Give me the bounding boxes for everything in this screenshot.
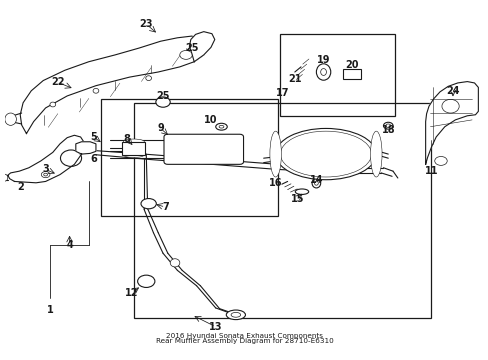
Text: 14: 14	[309, 175, 323, 185]
Text: 9: 9	[157, 123, 163, 134]
Ellipse shape	[156, 97, 170, 107]
Ellipse shape	[314, 181, 318, 185]
Ellipse shape	[145, 76, 151, 81]
Ellipse shape	[140, 277, 152, 285]
Ellipse shape	[226, 310, 245, 320]
Text: Rear Muffler Assembly Diagram for 28710-E6310: Rear Muffler Assembly Diagram for 28710-…	[155, 338, 333, 345]
Text: 1: 1	[47, 305, 54, 315]
Polygon shape	[425, 82, 477, 164]
Text: 2016 Hyundai Sonata Exhaust Components: 2016 Hyundai Sonata Exhaust Components	[165, 333, 323, 339]
Ellipse shape	[199, 41, 208, 49]
Text: 10: 10	[204, 115, 217, 125]
Text: 25: 25	[156, 91, 169, 101]
Text: 5: 5	[90, 132, 97, 142]
Text: 23: 23	[139, 19, 153, 29]
Polygon shape	[76, 142, 96, 154]
Ellipse shape	[316, 64, 330, 80]
Ellipse shape	[143, 200, 153, 207]
Ellipse shape	[385, 124, 390, 127]
Ellipse shape	[64, 153, 78, 164]
Ellipse shape	[269, 131, 281, 177]
Text: 2: 2	[17, 181, 24, 192]
Ellipse shape	[434, 157, 447, 165]
Ellipse shape	[82, 145, 89, 150]
Ellipse shape	[182, 52, 189, 58]
Text: 24: 24	[445, 86, 459, 96]
Bar	[134, 103, 430, 318]
Text: 25: 25	[184, 43, 198, 53]
Text: 19: 19	[316, 55, 330, 65]
Ellipse shape	[311, 178, 320, 188]
Ellipse shape	[170, 259, 180, 267]
Ellipse shape	[5, 113, 17, 125]
Text: 11: 11	[424, 166, 437, 176]
Ellipse shape	[137, 275, 155, 287]
Ellipse shape	[436, 158, 444, 164]
Ellipse shape	[158, 99, 167, 105]
Ellipse shape	[50, 102, 56, 107]
Ellipse shape	[164, 139, 176, 160]
Text: 20: 20	[345, 60, 358, 70]
Polygon shape	[189, 32, 214, 62]
Bar	[342, 68, 360, 79]
Ellipse shape	[383, 122, 392, 129]
Text: 16: 16	[268, 178, 282, 188]
Ellipse shape	[231, 139, 243, 160]
Ellipse shape	[123, 152, 144, 158]
Bar	[280, 34, 395, 117]
Ellipse shape	[280, 131, 371, 177]
Ellipse shape	[215, 123, 227, 130]
Bar	[122, 142, 145, 155]
Polygon shape	[8, 135, 84, 183]
Ellipse shape	[275, 129, 376, 180]
Text: 15: 15	[290, 194, 304, 203]
Text: 13: 13	[208, 322, 222, 332]
Text: 8: 8	[123, 134, 130, 144]
Text: 4: 4	[66, 240, 73, 250]
Text: 6: 6	[90, 154, 97, 164]
Text: 17: 17	[276, 87, 289, 98]
Polygon shape	[20, 36, 206, 134]
Ellipse shape	[61, 150, 81, 166]
Text: 18: 18	[381, 125, 394, 135]
Ellipse shape	[41, 171, 50, 178]
Ellipse shape	[370, 131, 381, 177]
Ellipse shape	[93, 89, 99, 93]
Ellipse shape	[180, 50, 192, 59]
Ellipse shape	[201, 42, 206, 47]
Ellipse shape	[141, 199, 156, 209]
Text: 7: 7	[162, 202, 168, 212]
Ellipse shape	[219, 125, 224, 128]
Ellipse shape	[123, 139, 144, 144]
FancyBboxPatch shape	[163, 134, 243, 164]
Ellipse shape	[2, 174, 8, 181]
Ellipse shape	[441, 99, 458, 113]
Text: 3: 3	[42, 165, 49, 175]
Text: 22: 22	[51, 77, 64, 87]
Text: 21: 21	[287, 74, 301, 84]
Text: 12: 12	[125, 288, 139, 298]
Ellipse shape	[320, 68, 326, 76]
Bar	[101, 99, 278, 216]
Ellipse shape	[295, 189, 308, 194]
Ellipse shape	[231, 312, 240, 317]
